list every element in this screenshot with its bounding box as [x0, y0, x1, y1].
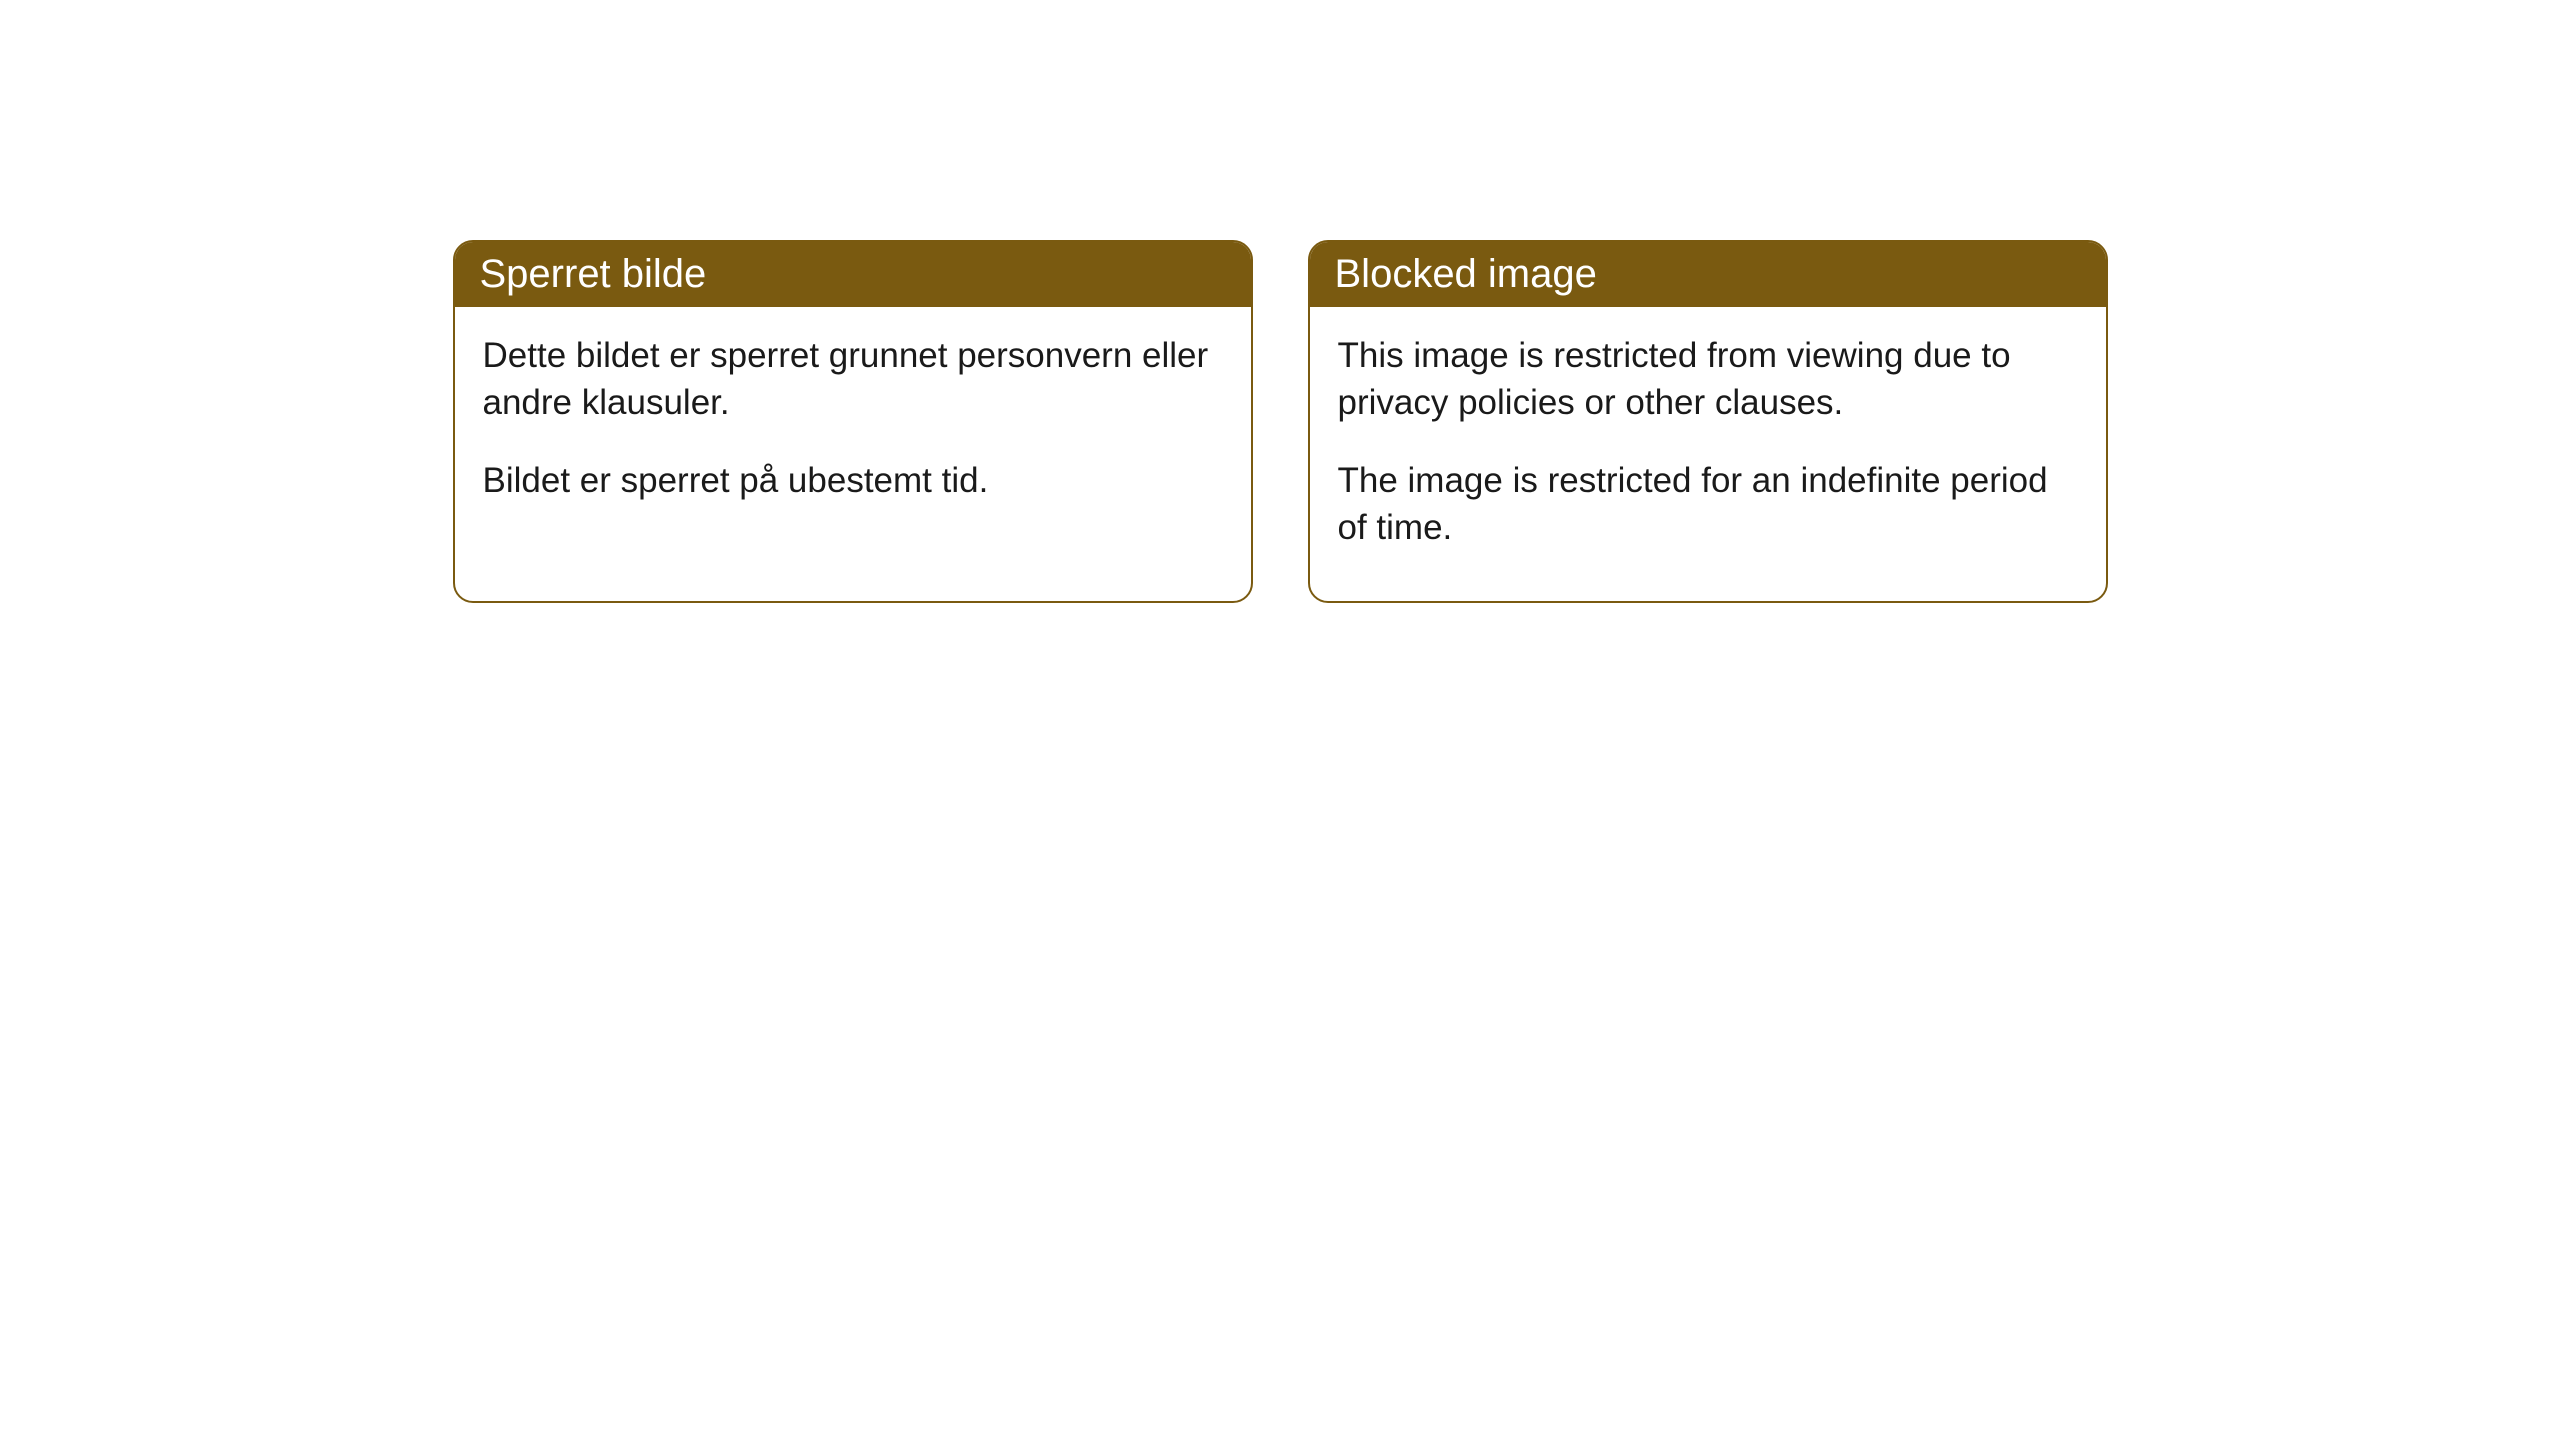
paragraph-spacer	[1338, 427, 2078, 457]
notice-card-english: Blocked image This image is restricted f…	[1308, 240, 2108, 603]
card-header: Sperret bilde	[455, 242, 1251, 307]
card-body: This image is restricted from viewing du…	[1310, 307, 2106, 601]
card-header: Blocked image	[1310, 242, 2106, 307]
card-paragraph-2: Bildet er sperret på ubestemt tid.	[483, 457, 1223, 504]
card-title: Sperret bilde	[480, 252, 707, 296]
card-body: Dette bildet er sperret grunnet personve…	[455, 307, 1251, 554]
card-paragraph-1: This image is restricted from viewing du…	[1338, 332, 2078, 427]
notice-cards-container: Sperret bilde Dette bildet er sperret gr…	[453, 240, 2108, 603]
card-paragraph-1: Dette bildet er sperret grunnet personve…	[483, 332, 1223, 427]
card-title: Blocked image	[1335, 252, 1597, 296]
paragraph-spacer	[483, 427, 1223, 457]
card-paragraph-2: The image is restricted for an indefinit…	[1338, 457, 2078, 552]
notice-card-norwegian: Sperret bilde Dette bildet er sperret gr…	[453, 240, 1253, 603]
